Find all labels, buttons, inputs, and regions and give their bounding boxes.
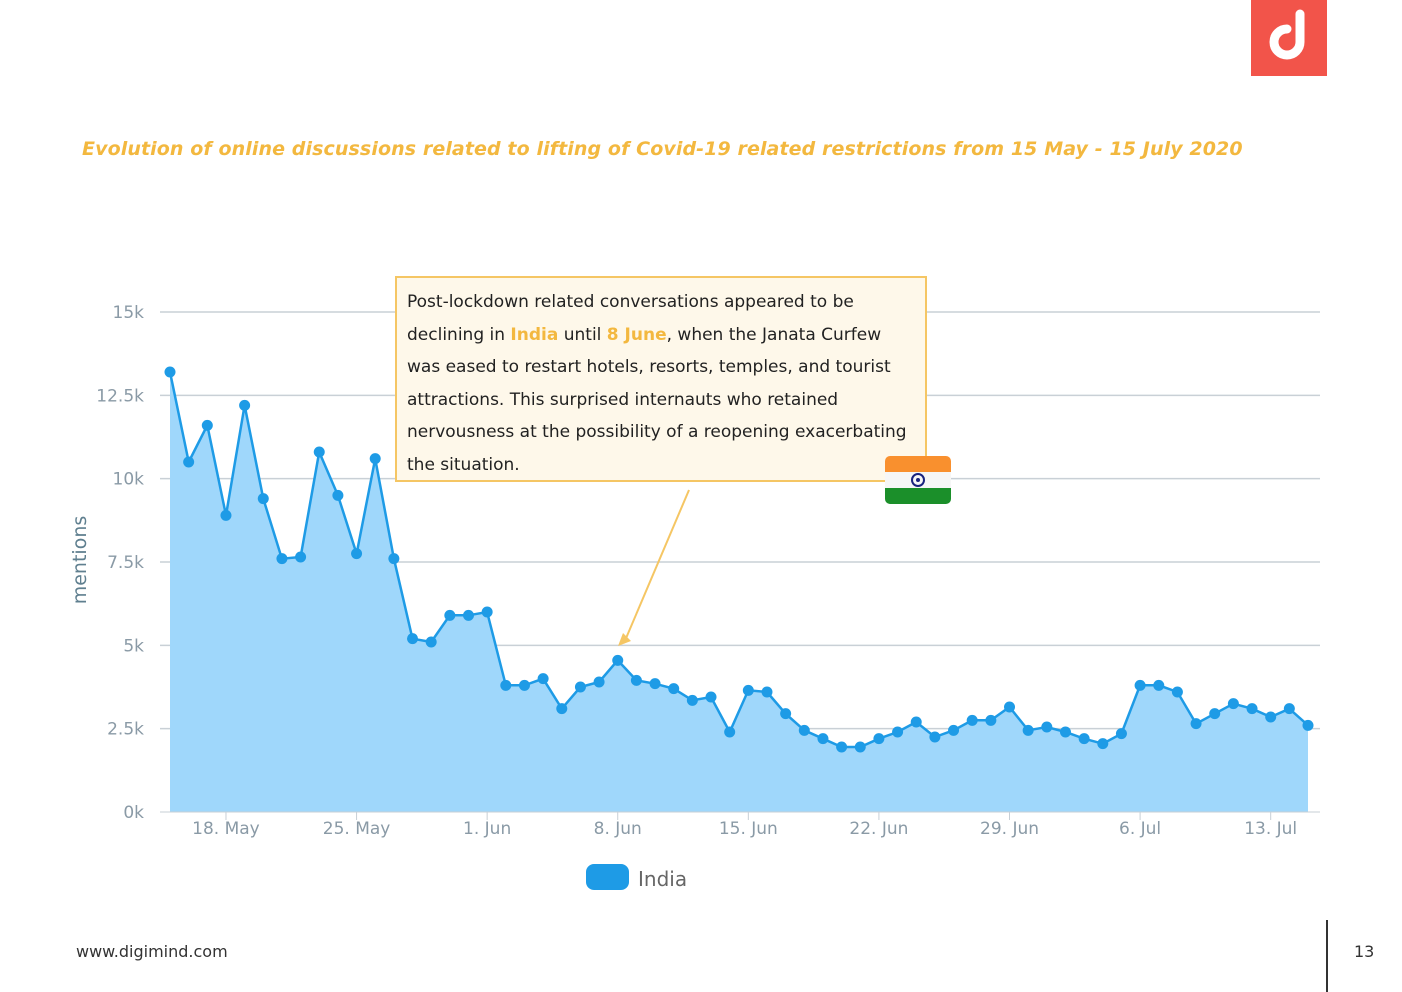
data-point [1172,687,1183,698]
callout-highlight-date: 8 June [607,325,667,345]
x-tick-label: 6. Jul [1119,819,1161,839]
callout-text-3: , when the Janata Curfew was eased to re… [407,325,907,475]
y-tick-label: 10k [113,470,145,490]
data-point [1041,722,1052,733]
y-tick-label: 2.5k [107,720,144,740]
x-tick-label: 29. Jun [980,819,1039,839]
data-point [314,447,325,458]
data-point [1023,725,1034,736]
ashoka-chakra-icon [911,473,925,487]
data-point [873,733,884,744]
data-point [239,400,250,411]
data-point [967,715,978,726]
data-point [426,637,437,648]
data-point [1303,720,1314,731]
data-point [1097,738,1108,749]
data-point [407,633,418,644]
data-point [948,725,959,736]
data-point [650,678,661,689]
data-point [202,420,213,431]
data-point [1265,712,1276,723]
data-point [1004,702,1015,713]
y-axis-tick-labels: 0k 2.5k 5k 7.5k 10k 12.5k 15k [96,303,144,823]
data-point [332,490,343,501]
data-point [594,677,605,688]
callout-highlight-country: India [510,325,558,345]
data-point [258,493,269,504]
data-point [1191,718,1202,729]
y-tick-label: 7.5k [107,553,144,573]
y-tick-label: 15k [113,303,145,323]
y-axis-title: mentions [69,516,91,605]
data-point [1209,708,1220,719]
footer-divider [1326,920,1328,992]
data-point [761,687,772,698]
data-point [183,457,194,468]
x-tick-label: 25. May [323,819,391,839]
data-point [724,727,735,738]
x-axis-tick-labels: 18. May 25. May 1. Jun 8. Jun 15. Jun 22. Jun… [192,819,1297,839]
data-point [1060,727,1071,738]
data-point [556,703,567,714]
data-point [165,367,176,378]
callout-arrow-line [624,490,689,643]
data-point [276,553,287,564]
data-point [220,510,231,521]
data-point [1135,680,1146,691]
data-point [1116,728,1127,739]
data-point [985,715,996,726]
data-point [631,675,642,686]
data-point [1079,733,1090,744]
data-point [836,742,847,753]
data-point [482,607,493,618]
data-point [668,683,679,694]
data-point [780,708,791,719]
y-tick-label: 12.5k [96,386,144,406]
data-point [1247,703,1258,714]
callout-text-2: until [558,325,606,345]
data-point [388,553,399,564]
data-point [295,552,306,563]
data-point [500,680,511,691]
y-tick-label: 5k [123,636,144,656]
x-tick-label: 22. Jun [849,819,908,839]
data-point [1153,680,1164,691]
x-tick-label: 15. Jun [719,819,778,839]
data-point [370,453,381,464]
data-point [612,655,623,666]
callout-arrow-head [618,633,631,646]
data-point [463,610,474,621]
legend-label-india: India [638,867,687,891]
x-tick-label: 13. Jul [1244,819,1297,839]
data-point [519,680,530,691]
callout-box: Post-lockdown related conversations appe… [395,276,927,482]
data-point [892,727,903,738]
y-tick-label: 0k [123,803,144,823]
data-point [538,673,549,684]
data-point [743,685,754,696]
data-point [929,732,940,743]
data-point [706,692,717,703]
data-point [855,742,866,753]
data-point [799,725,810,736]
data-point [1284,703,1295,714]
data-point [687,695,698,706]
footer-url[interactable]: www.digimind.com [76,942,228,961]
data-point [817,733,828,744]
x-tick-label: 8. Jun [594,819,642,839]
india-flag-icon [885,456,951,504]
data-point [1228,698,1239,709]
chart: 0k 2.5k 5k 7.5k 10k 12.5k 15k mentions 18. May… [0,0,1402,992]
legend-swatch-india [586,864,629,890]
x-tick-label: 18. May [192,819,260,839]
x-tick-label: 1. Jun [463,819,511,839]
data-point [575,682,586,693]
legend[interactable]: India [586,864,687,891]
page-number: 13 [1354,942,1374,961]
data-point [911,717,922,728]
data-point [351,548,362,559]
data-point [444,610,455,621]
